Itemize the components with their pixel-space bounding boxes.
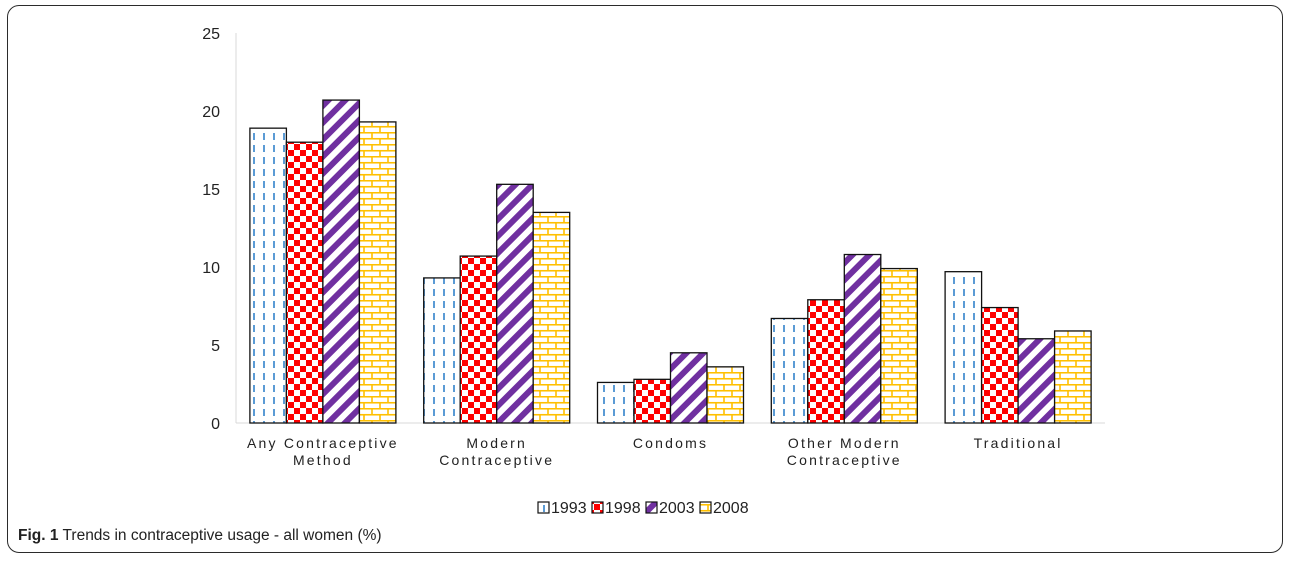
- bar-1998: [285, 141, 324, 424]
- bar-2003: [496, 183, 534, 424]
- figure-caption-text: Trends in contraceptive usage - all wome…: [62, 527, 382, 544]
- legend-swatch-2003: [645, 501, 658, 514]
- bar-2003: [1017, 338, 1056, 424]
- x-tick-label: Any Contraceptive: [247, 435, 399, 451]
- bar-2003: [669, 352, 708, 424]
- bar-1993: [770, 317, 809, 424]
- figure-caption: Fig. 1 Trends in contraceptive usage - a…: [18, 527, 382, 545]
- legend: 1993 1998 2003 2008: [537, 500, 749, 517]
- bar-2008: [880, 267, 918, 424]
- legend-swatch-1993: [537, 501, 550, 514]
- bar-2008: [358, 121, 397, 424]
- legend-label-1993: 1993: [551, 500, 587, 517]
- bar-2003: [322, 99, 361, 424]
- x-tick-label: Other Modern: [788, 435, 901, 451]
- x-tick-label: Traditional: [974, 435, 1063, 451]
- bar-1998: [807, 299, 845, 424]
- bar-1993: [596, 381, 635, 424]
- x-tick-label: Contraceptive: [787, 452, 902, 468]
- y-tick-label: 25: [202, 26, 220, 43]
- bars: [249, 99, 1092, 424]
- bar-1993: [423, 277, 461, 424]
- bar-2008: [1053, 330, 1092, 424]
- bar-1993: [944, 271, 983, 424]
- bar-1998: [980, 306, 1019, 424]
- bar-2003: [843, 253, 882, 424]
- figure-frame: [7, 5, 1283, 553]
- y-tick-label: 10: [202, 260, 220, 277]
- x-tick-label: Contraceptive: [439, 452, 554, 468]
- category-labels: Any ContraceptiveMethodModernContracepti…: [247, 435, 1063, 468]
- y-tick-label: 0: [211, 416, 220, 433]
- y-tick-label: 20: [202, 104, 220, 121]
- y-tick-label: 15: [202, 182, 220, 199]
- legend-swatch-1998: [591, 501, 604, 514]
- bar-2008: [706, 366, 745, 424]
- legend-label-2003: 2003: [659, 500, 695, 517]
- legend-swatch-2008: [699, 501, 712, 514]
- bar-2008: [532, 211, 571, 424]
- bar-1993: [249, 127, 288, 424]
- x-tick-label: Modern: [466, 435, 527, 451]
- legend-label-1998: 1998: [605, 500, 641, 517]
- bar-1998: [633, 378, 672, 424]
- y-tick-label: 5: [211, 338, 220, 355]
- x-tick-label: Method: [293, 452, 353, 468]
- x-tick-label: Condoms: [633, 435, 708, 451]
- bar-1998: [459, 255, 498, 424]
- legend-label-2008: 2008: [713, 500, 749, 517]
- figure-caption-label: Fig. 1: [18, 527, 59, 544]
